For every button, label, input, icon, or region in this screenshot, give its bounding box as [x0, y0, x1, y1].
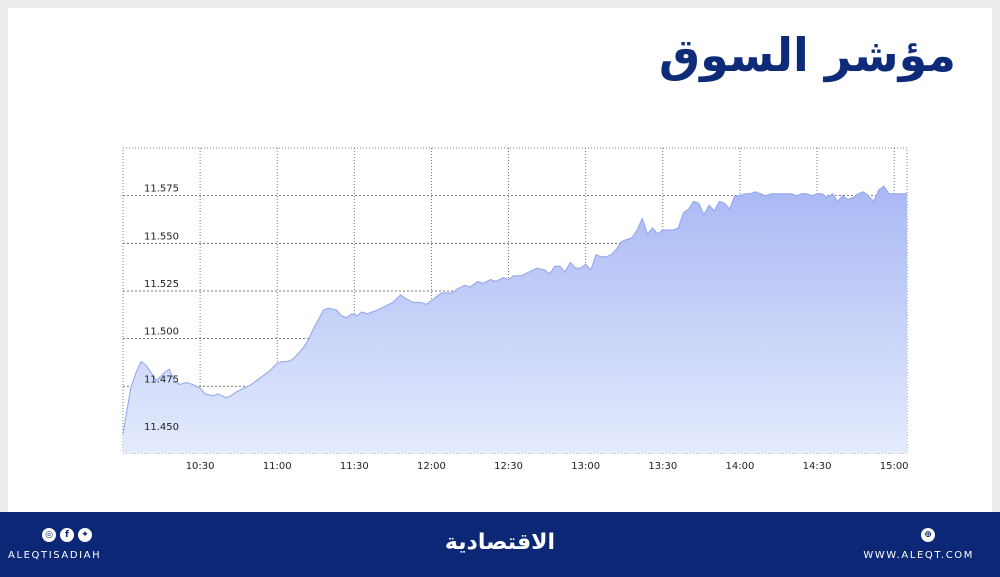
y-tick-label: 11.550 — [144, 231, 179, 242]
x-tick-label: 12:30 — [494, 461, 523, 472]
page-title: مؤشر السوق — [658, 28, 956, 82]
market-index-chart: 11.450 11.475 11.500 11.525 11.550 11.575 10:… — [122, 147, 909, 472]
twitter-icon[interactable]: ✦ — [78, 528, 92, 542]
index-line — [122, 185, 907, 434]
facebook-icon[interactable]: f — [60, 528, 74, 542]
x-tick-label: 12:00 — [417, 461, 446, 472]
x-tick-label: 11:30 — [340, 461, 369, 472]
x-tick-label: 15:00 — [880, 461, 909, 472]
social-handle[interactable]: ALEQTISADIAH — [8, 550, 102, 561]
website-link[interactable]: WWW.ALEQT.COM — [863, 550, 974, 561]
x-tick-label: 11:00 — [263, 461, 292, 472]
x-tick-label: 14:30 — [803, 461, 832, 472]
y-tick-label: 11.575 — [144, 184, 179, 195]
y-tick-label: 11.525 — [144, 279, 179, 290]
x-tick-label: 14:00 — [726, 461, 755, 472]
y-axis-labels: 11.450 11.475 11.500 11.525 11.550 11.575 — [144, 184, 179, 433]
footer-bar: ◎ f ✦ ALEQTISADIAH الاقتصادية ⊕ WWW.ALEQ… — [0, 512, 1000, 577]
y-tick-label: 11.450 — [144, 422, 179, 433]
social-icons: ◎ f ✦ — [42, 528, 92, 542]
x-tick-label: 13:00 — [571, 461, 600, 472]
brand-logo-text: الاقتصادية — [444, 530, 556, 555]
x-tick-label: 10:30 — [186, 461, 215, 472]
x-axis-labels: 10:30 11:00 11:30 12:00 12:30 13:00 13:30 14:00… — [186, 461, 909, 472]
x-tick-label: 13:30 — [648, 461, 677, 472]
y-tick-label: 11.500 — [144, 327, 179, 338]
y-tick-label: 11.475 — [144, 374, 179, 385]
web-icon: ⊕ — [921, 528, 935, 542]
instagram-icon[interactable]: ◎ — [42, 528, 56, 542]
index-area — [123, 186, 907, 453]
